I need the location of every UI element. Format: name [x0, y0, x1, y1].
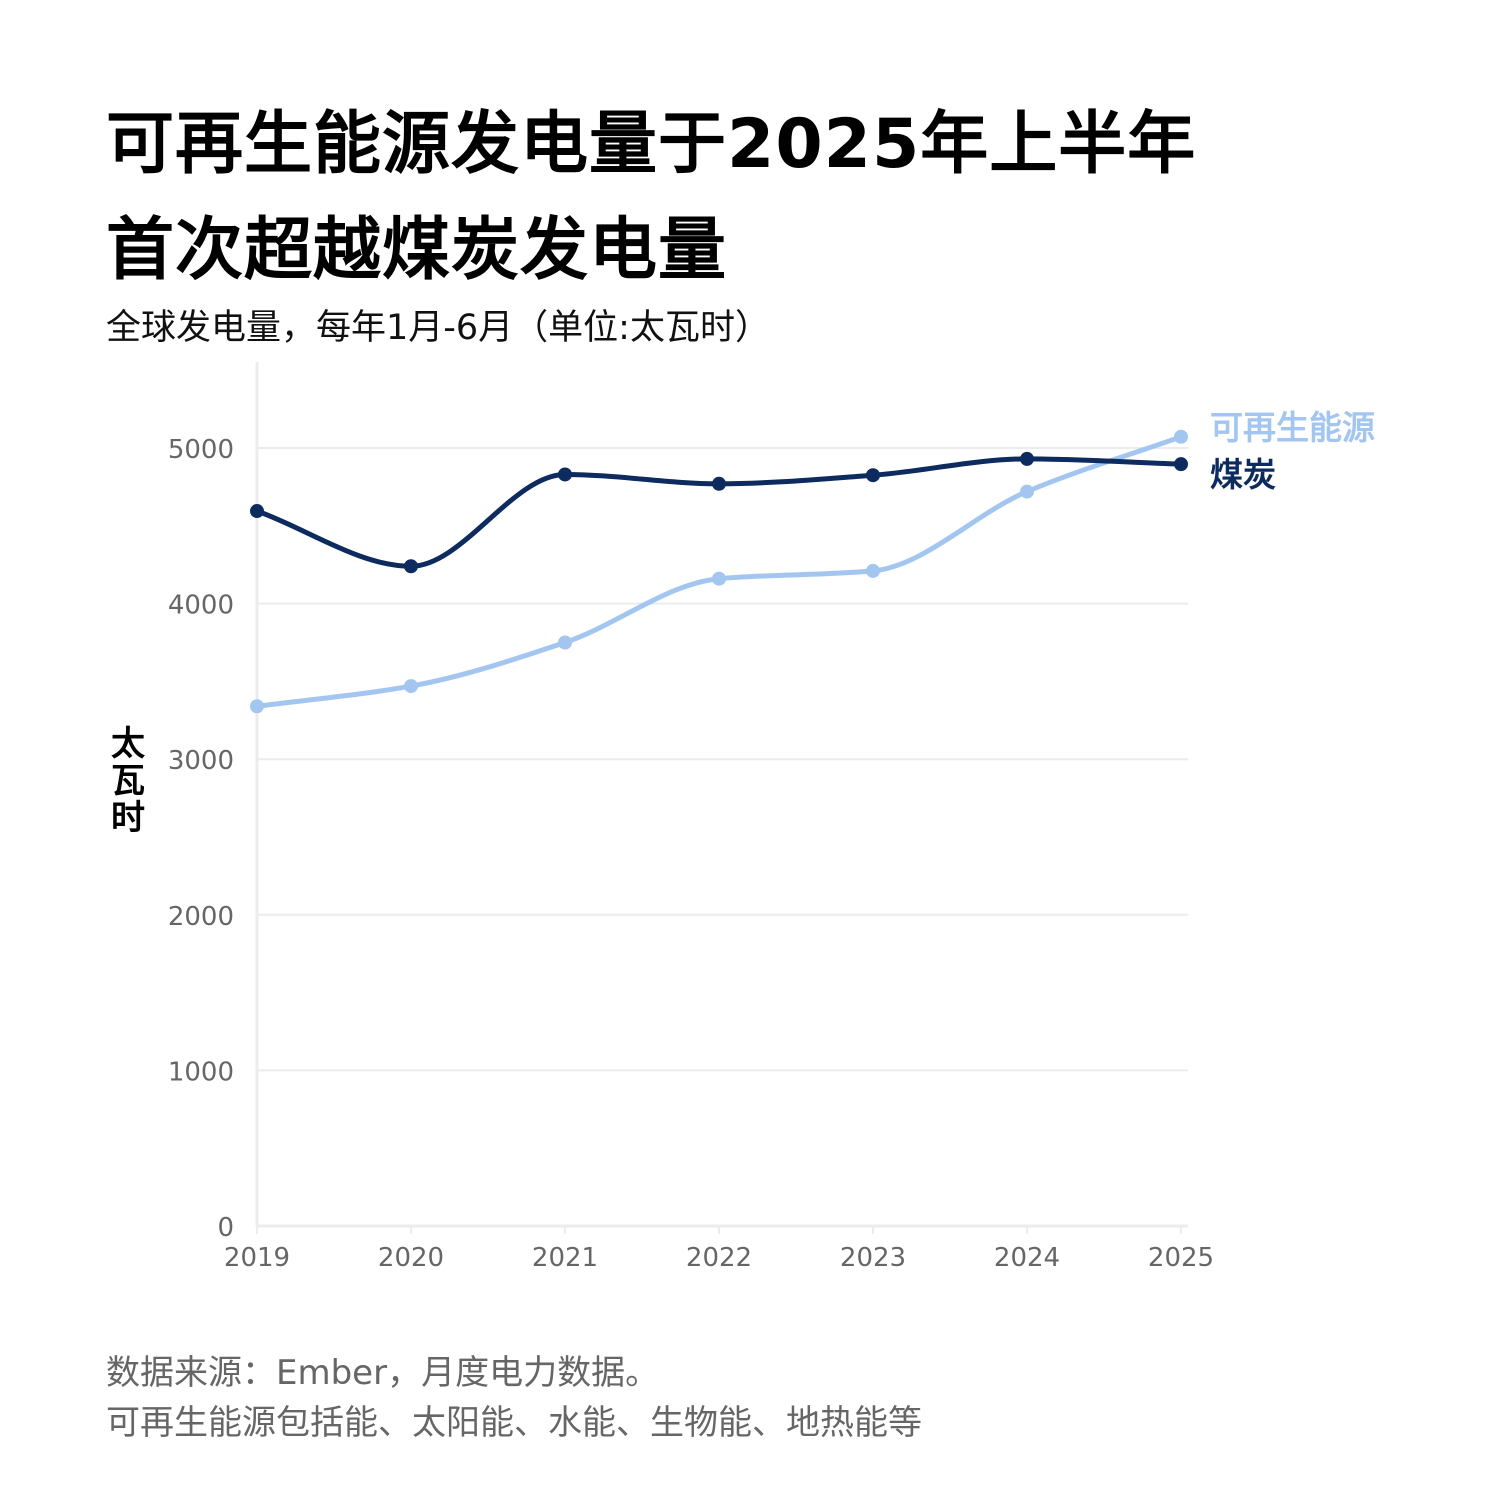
x-tick-label: 2024	[994, 1243, 1060, 1273]
chart-title-line-1: 可再生能源发电量于2025年上半年	[106, 105, 1197, 184]
x-tick-label: 2023	[840, 1243, 906, 1273]
series-line-coal	[254, 456, 1184, 569]
x-tick-label: 2020	[378, 1243, 444, 1273]
data-point-renewables	[1020, 484, 1034, 499]
line-chart: 0 1000 2000 3000 4000 5000 2019 2020 2021 2022 202…	[168, 362, 1375, 1273]
y-tick-label: 1000	[168, 1057, 234, 1087]
data-point-coal	[250, 504, 264, 519]
source-note: 数据来源：Ember，月度电力数据。	[106, 1353, 660, 1393]
chart-title-line-2: 首次超越煤炭发电量	[106, 211, 728, 290]
x-tick-label: 2021	[532, 1243, 598, 1273]
x-tick-label: 2019	[224, 1243, 290, 1273]
y-tick-label: 0	[217, 1213, 234, 1243]
data-point-renewables	[866, 563, 880, 578]
grid-layer	[257, 447, 1188, 1072]
x-tick-label: 2022	[686, 1243, 752, 1273]
data-point-coal	[404, 559, 418, 574]
x-tick-label: 2025	[1148, 1243, 1214, 1273]
chart-footer: 数据来源：Ember，月度电力数据。 可再生能源包括能、太阳能、水能、生物能、地…	[106, 1348, 922, 1448]
series-label-coal: 煤炭	[1210, 455, 1276, 494]
axis-layer: 0 1000 2000 3000 4000 5000 2019 2020 2021 2022 202…	[168, 362, 1214, 1273]
chart-title: 可再生能源发电量于2025年上半年 首次超越煤炭发电量	[106, 92, 1406, 304]
data-point-coal	[712, 476, 726, 491]
series-label-renewables: 可再生能源	[1210, 408, 1375, 447]
y-tick-label: 5000	[168, 435, 234, 465]
data-point-coal	[866, 468, 880, 483]
y-axis-label: 太瓦时	[111, 724, 145, 838]
y-tick-label: 4000	[168, 591, 234, 621]
data-point-coal	[1020, 451, 1034, 466]
series-layer	[250, 429, 1188, 714]
data-point-renewables	[1174, 429, 1188, 444]
chart-subtitle: 全球发电量，每年1月-6月（单位:太瓦时）	[106, 308, 770, 348]
y-tick-label: 3000	[168, 746, 234, 776]
data-point-renewables	[250, 699, 264, 714]
data-point-renewables	[712, 571, 726, 586]
y-tick-label: 2000	[168, 902, 234, 932]
data-point-coal	[558, 467, 572, 482]
definition-note: 可再生能源包括能、太阳能、水能、生物能、地热能等	[106, 1403, 922, 1443]
data-point-renewables	[404, 679, 418, 694]
data-point-coal	[1174, 457, 1188, 472]
data-point-renewables	[558, 635, 572, 650]
